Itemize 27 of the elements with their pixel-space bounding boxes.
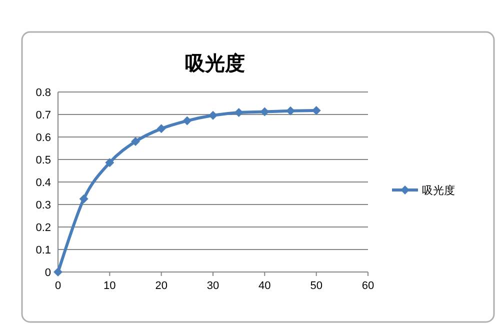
x-tick-label: 50 (310, 280, 322, 292)
y-tick-label: 0.2 (36, 222, 51, 234)
x-tick-label: 20 (155, 280, 168, 292)
point (208, 110, 218, 120)
y-tick-label: 0.4 (36, 177, 51, 189)
y-tick-label: 0.8 (36, 87, 51, 99)
point (79, 194, 88, 204)
point (54, 268, 62, 276)
x-tick-label: 40 (258, 280, 271, 292)
y-tick-label: 0.5 (36, 154, 51, 166)
point (131, 137, 140, 146)
chart-title: 吸光度 (185, 52, 245, 75)
point (182, 116, 192, 126)
point (105, 158, 114, 168)
y-tick-label: 0.6 (36, 132, 51, 144)
x-tick-label: 60 (362, 280, 374, 292)
x-tick-label: 10 (104, 280, 116, 292)
point (156, 124, 166, 134)
y-tick-label: 0 (44, 267, 51, 279)
point (234, 108, 244, 117)
y-tick-label: 0.3 (36, 200, 51, 212)
y-tick-label: 0.7 (36, 110, 51, 122)
legend: 吸光度 (392, 185, 455, 197)
x-tick-label: 0 (54, 280, 62, 292)
y-tick-label: 0.1 (36, 244, 51, 256)
legend-label: 吸光度 (422, 184, 455, 197)
x-tick-label: 30 (206, 280, 220, 292)
